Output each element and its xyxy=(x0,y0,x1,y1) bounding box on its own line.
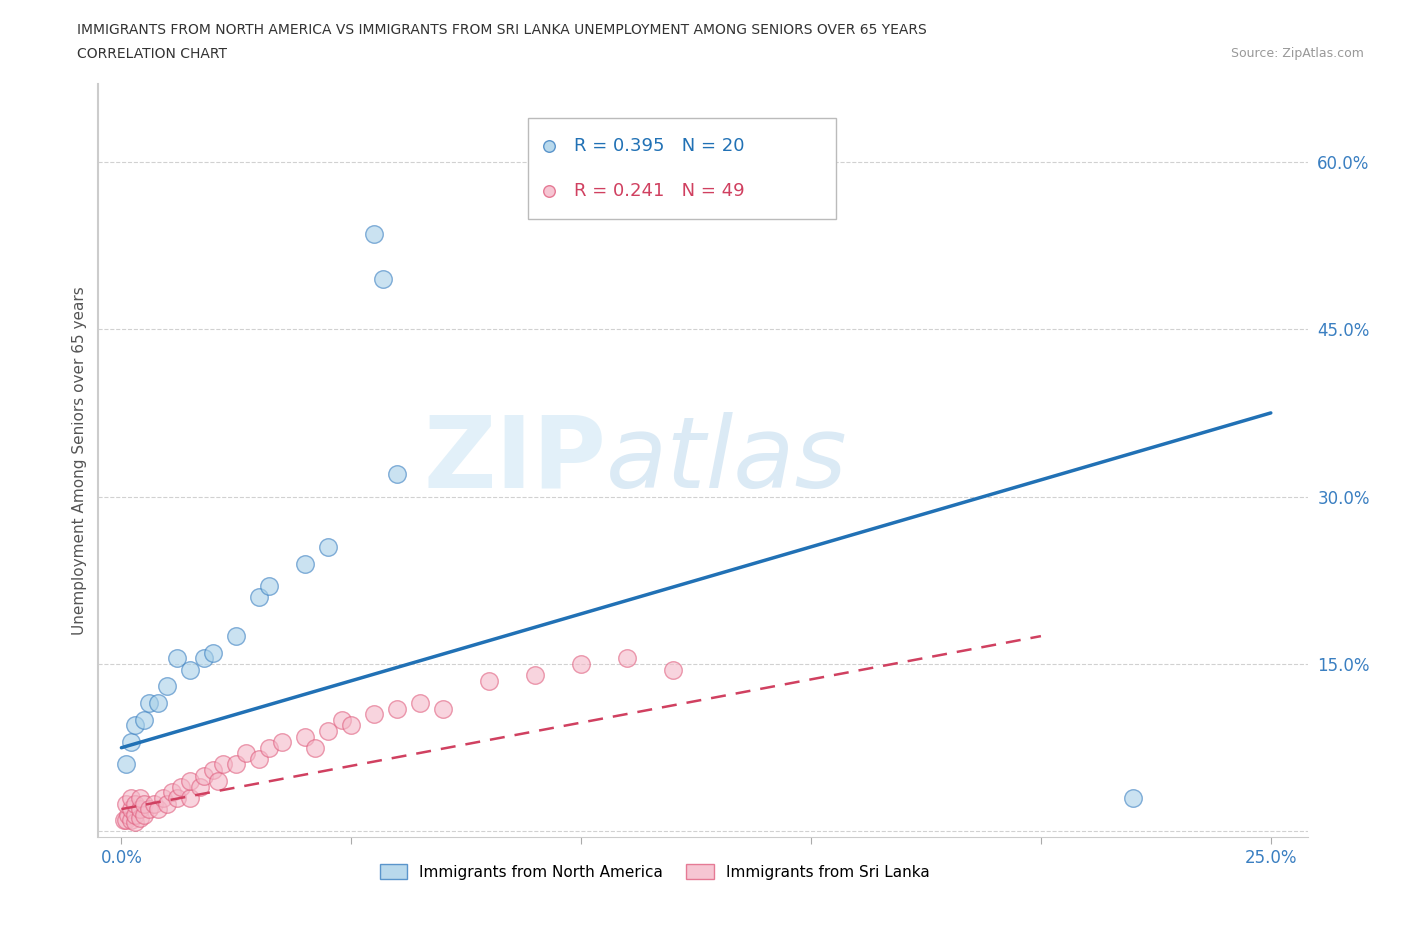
Point xyxy=(115,813,138,828)
Point xyxy=(1122,790,1144,805)
Point xyxy=(304,740,326,755)
Point xyxy=(271,735,294,750)
Point xyxy=(128,802,150,817)
Point xyxy=(316,539,339,554)
Point xyxy=(207,774,229,789)
Point xyxy=(294,556,316,571)
Point xyxy=(138,802,160,817)
Point xyxy=(142,796,165,811)
FancyBboxPatch shape xyxy=(527,117,837,219)
Point xyxy=(211,757,233,772)
Point xyxy=(409,696,432,711)
Point xyxy=(138,696,160,711)
Point xyxy=(225,757,247,772)
Point xyxy=(148,696,170,711)
Point xyxy=(120,790,142,805)
Point xyxy=(134,712,156,727)
Point xyxy=(193,651,215,666)
Legend: Immigrants from North America, Immigrants from Sri Lanka: Immigrants from North America, Immigrant… xyxy=(374,857,936,886)
Point xyxy=(235,746,257,761)
Point xyxy=(363,707,385,722)
Point xyxy=(662,662,685,677)
Point xyxy=(294,729,316,744)
Point xyxy=(179,662,201,677)
Point xyxy=(156,796,179,811)
Point xyxy=(148,802,170,817)
Point xyxy=(247,751,270,766)
Point xyxy=(179,790,201,805)
Point xyxy=(193,768,215,783)
Text: IMMIGRANTS FROM NORTH AMERICA VS IMMIGRANTS FROM SRI LANKA UNEMPLOYMENT AMONG SE: IMMIGRANTS FROM NORTH AMERICA VS IMMIGRA… xyxy=(77,23,927,37)
Point xyxy=(616,651,638,666)
Point xyxy=(115,796,138,811)
Text: Source: ZipAtlas.com: Source: ZipAtlas.com xyxy=(1230,46,1364,60)
Point xyxy=(524,668,547,683)
Point xyxy=(115,757,138,772)
Point xyxy=(120,813,142,828)
Point xyxy=(225,629,247,644)
Point xyxy=(128,811,150,826)
Point xyxy=(166,651,188,666)
Point xyxy=(373,272,395,286)
Point xyxy=(179,774,201,789)
Point xyxy=(166,790,188,805)
Point xyxy=(432,701,454,716)
Text: ZIP: ZIP xyxy=(423,412,606,509)
Y-axis label: Unemployment Among Seniors over 65 years: Unemployment Among Seniors over 65 years xyxy=(72,286,87,634)
Point xyxy=(330,712,353,727)
Point xyxy=(134,807,156,822)
Point xyxy=(124,815,146,830)
Point xyxy=(112,813,135,828)
Point xyxy=(478,673,501,688)
Point xyxy=(134,796,156,811)
Point xyxy=(340,718,363,733)
Point xyxy=(117,807,139,822)
Point xyxy=(569,657,592,671)
Point xyxy=(170,779,193,794)
Point xyxy=(188,779,211,794)
Point xyxy=(387,701,409,716)
Text: R = 0.241   N = 49: R = 0.241 N = 49 xyxy=(574,182,744,200)
Point xyxy=(152,790,174,805)
Point xyxy=(202,763,225,777)
Text: atlas: atlas xyxy=(606,412,848,509)
Point xyxy=(257,740,280,755)
Point xyxy=(363,227,385,242)
Point xyxy=(160,785,183,800)
Point xyxy=(128,790,150,805)
Point xyxy=(124,796,146,811)
Point xyxy=(247,590,270,604)
Point xyxy=(387,467,409,482)
Point xyxy=(257,578,280,593)
Point xyxy=(124,718,146,733)
Text: R = 0.395   N = 20: R = 0.395 N = 20 xyxy=(574,137,744,155)
Point xyxy=(202,645,225,660)
Point xyxy=(156,679,179,694)
Point xyxy=(120,802,142,817)
Text: CORRELATION CHART: CORRELATION CHART xyxy=(77,46,228,60)
Point xyxy=(316,724,339,738)
Point xyxy=(124,807,146,822)
Point xyxy=(120,735,142,750)
